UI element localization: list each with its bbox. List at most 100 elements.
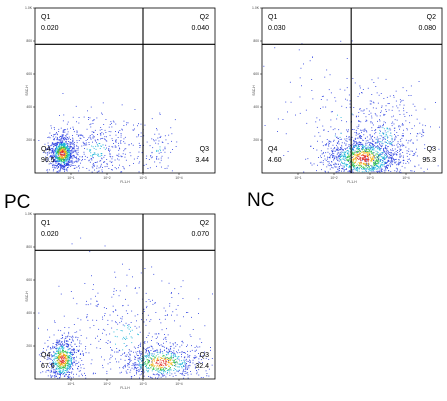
event-dot [176, 351, 177, 353]
quadrant-name: Q3 [427, 146, 436, 153]
event-dot [55, 353, 57, 355]
event-dot [352, 154, 354, 156]
event-dot [92, 163, 94, 164]
event-dot [173, 368, 175, 370]
event-dot [67, 359, 69, 361]
event-dot [60, 165, 62, 167]
event-dot [62, 343, 63, 345]
event-dot [62, 157, 64, 158]
event-dot [124, 142, 126, 144]
event-dot [381, 106, 383, 108]
event-dot [358, 133, 360, 135]
event-dot [64, 138, 66, 140]
event-dot [80, 162, 81, 164]
event-dot [394, 137, 396, 139]
event-dot [184, 362, 186, 363]
event-dot [357, 145, 359, 147]
event-dot [325, 152, 327, 154]
event-dot [83, 153, 85, 155]
event-dot [139, 344, 141, 345]
event-dot [352, 165, 354, 167]
event-dot [422, 130, 424, 132]
event-dot [69, 157, 71, 159]
event-dot [376, 141, 378, 142]
event-dot [359, 162, 361, 164]
event-dot [182, 371, 184, 373]
event-dot [64, 143, 66, 145]
event-dot [354, 158, 355, 160]
event-dot [101, 171, 103, 173]
event-dot [358, 167, 360, 169]
event-dot [61, 372, 63, 374]
event-dot [56, 151, 58, 152]
event-dot [139, 370, 140, 372]
event-dot [402, 162, 404, 164]
event-dot [349, 147, 350, 149]
event-dot [365, 169, 367, 171]
event-dot [376, 160, 378, 162]
event-dot [103, 161, 104, 163]
event-dot [71, 243, 73, 245]
event-dot [57, 150, 59, 152]
event-dot [335, 163, 337, 165]
event-dot [96, 306, 98, 307]
event-dot [369, 138, 371, 140]
event-dot [367, 151, 369, 152]
event-dot [65, 337, 67, 339]
event-dot [68, 362, 70, 364]
event-dot [377, 157, 378, 159]
event-dot [416, 135, 418, 137]
event-dot [391, 149, 393, 151]
event-dot [400, 140, 402, 142]
event-dot [387, 136, 389, 138]
event-dot [385, 166, 387, 168]
event-dot [89, 124, 91, 126]
event-dot [123, 336, 125, 338]
event-dot [95, 154, 97, 155]
event-dot [336, 166, 338, 168]
event-dot [60, 165, 61, 166]
event-dot [408, 148, 410, 150]
event-dot [414, 165, 416, 167]
event-dot [353, 166, 354, 168]
event-dot [54, 128, 55, 130]
event-dot [170, 345, 172, 347]
event-dot [119, 164, 120, 166]
event-dot [70, 366, 72, 368]
event-dot [196, 371, 198, 373]
event-dot [61, 142, 62, 143]
event-dot [56, 369, 58, 370]
event-dot [117, 323, 119, 325]
event-dot [374, 145, 376, 147]
event-dot [371, 160, 373, 162]
event-dot [55, 160, 56, 162]
event-dot [362, 151, 364, 153]
event-dot [378, 158, 380, 160]
event-dot [138, 171, 140, 173]
event-dot [373, 152, 375, 153]
event-dot [410, 133, 411, 135]
event-dot [144, 363, 146, 365]
event-dot [391, 163, 393, 165]
event-dot [49, 358, 51, 360]
event-dot [398, 162, 400, 164]
event-dot [383, 150, 384, 152]
event-dot [394, 159, 395, 161]
event-dot [424, 108, 426, 110]
event-dot [159, 372, 161, 374]
event-dot [158, 356, 160, 358]
event-dot [77, 149, 79, 151]
event-dot [62, 370, 64, 372]
event-dot [89, 161, 91, 163]
event-dot [57, 148, 59, 149]
event-dot [346, 138, 348, 140]
event-dot [356, 152, 358, 153]
event-dot [148, 299, 150, 300]
event-dot [76, 158, 78, 160]
event-dot [90, 303, 92, 305]
event-dot [68, 149, 69, 151]
event-dot [136, 368, 138, 369]
event-dot [64, 368, 66, 369]
event-dot [97, 145, 99, 147]
event-dot [371, 152, 373, 154]
